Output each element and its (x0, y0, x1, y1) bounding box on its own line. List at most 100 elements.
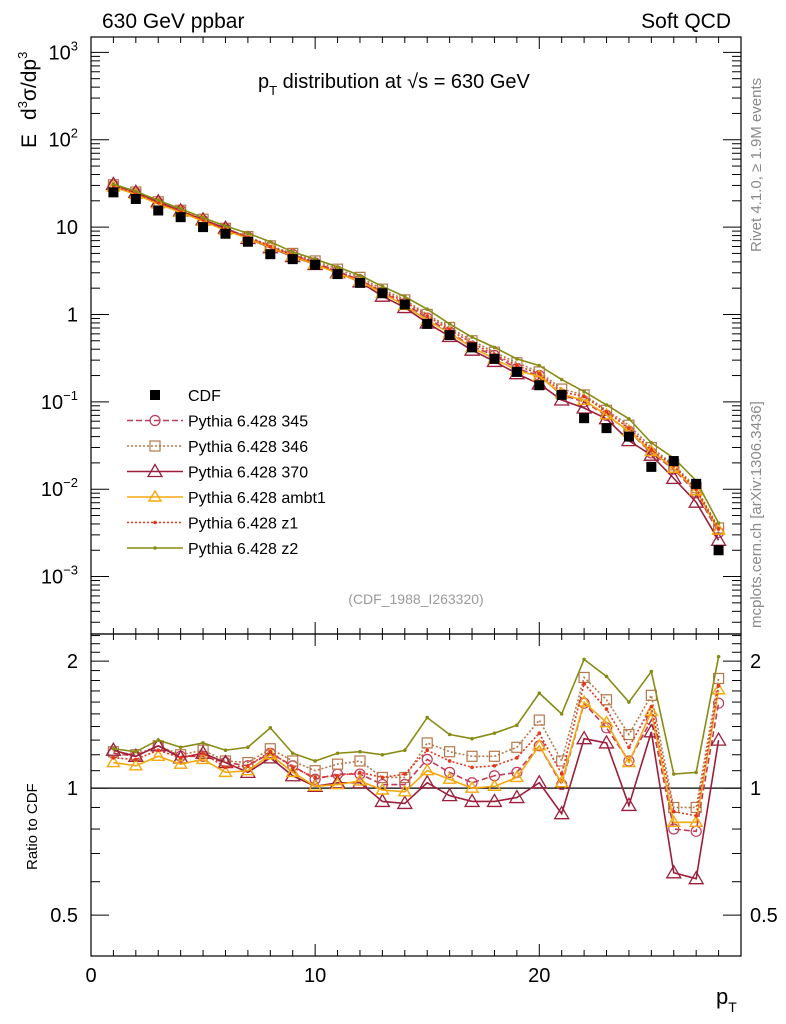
ratio-point (111, 756, 116, 760)
ratio-y-tick-label-right: 1 (750, 778, 761, 800)
ratio-point (492, 763, 497, 768)
legend-label: Pythia 6.428 370 (188, 465, 308, 482)
ratio-point (444, 766, 456, 778)
ratio-point (694, 770, 698, 775)
data-point (511, 366, 522, 377)
ratio-point (694, 813, 698, 818)
ratio-point (553, 805, 570, 820)
ratio-point (173, 756, 188, 769)
ratio-point (128, 758, 144, 771)
ratio-line (113, 675, 720, 809)
ratio-line (113, 701, 720, 833)
y-tick-label: 10−3 (41, 563, 78, 589)
ratio-point (194, 744, 212, 759)
x-tick-label: 20 (528, 965, 550, 987)
ratio-point (668, 823, 680, 835)
data-point (354, 277, 365, 288)
data-point (265, 249, 276, 260)
series-point (627, 416, 631, 421)
ratio-point (396, 795, 413, 810)
data-point (399, 299, 410, 310)
series-point (425, 314, 430, 318)
series-point (111, 182, 116, 186)
analysis-tag: (CDF_1988_I263320) (348, 591, 483, 607)
data-point (242, 236, 253, 247)
series-point (665, 470, 682, 485)
ratio-point (600, 694, 613, 706)
ratio-point (442, 771, 457, 784)
series-point (604, 403, 609, 407)
ratio-point (268, 726, 273, 730)
legend-label: Pythia 6.428 z2 (188, 541, 298, 558)
ratio-point (532, 738, 547, 751)
data-point (377, 288, 388, 299)
ratio-point (374, 793, 391, 808)
ratio-point (307, 778, 323, 792)
ratio-point (627, 700, 631, 704)
series-point (666, 460, 681, 473)
ratio-point (688, 814, 704, 827)
ratio-point (419, 763, 435, 776)
ratio-point (335, 751, 340, 756)
ratio-point (178, 756, 183, 760)
ratio-point (201, 751, 205, 756)
legend-marker (153, 546, 157, 550)
legend-label: Pythia 6.428 345 (188, 414, 308, 431)
series-point (627, 426, 631, 430)
ratio-point (688, 870, 705, 885)
ratio-point (447, 732, 452, 737)
ratio-y-tick-label: 2 (67, 651, 78, 673)
ratio-point (604, 674, 609, 679)
ratio-panel: 0 10 20 0.5 0.5 1 1 2 2 (50, 634, 778, 987)
ratio-point (665, 864, 682, 879)
x-axis-label: pT (716, 984, 737, 1015)
plot-title: pT distribution at √s = 630 GeV (258, 71, 531, 98)
ratio-point (246, 763, 250, 768)
ratio-point (487, 778, 502, 792)
ratio-point (492, 731, 497, 735)
series-point (201, 215, 205, 220)
rivet-version-label: Rivet 4.1.0, ≥ 1.9M events (748, 78, 765, 252)
category-title: Soft QCD (641, 10, 731, 33)
series-point (537, 363, 542, 368)
ratio-point (397, 784, 413, 797)
ratio-point (290, 765, 295, 770)
series-point (688, 493, 705, 508)
ratio-point (156, 748, 161, 753)
ratio-point (710, 731, 727, 746)
ratio-panel-frame (90, 633, 742, 957)
ratio-point (649, 704, 654, 709)
ratio-point (358, 770, 362, 775)
series-point (447, 322, 452, 326)
ratio-point (151, 748, 166, 761)
series-point (335, 265, 340, 269)
ratio-point (645, 689, 657, 701)
ratio-point (556, 755, 568, 767)
ratio-point (627, 745, 631, 750)
data-point (422, 318, 433, 329)
data-point (444, 330, 455, 341)
series-point (156, 198, 161, 203)
ratio-point (246, 745, 250, 750)
series-point (178, 207, 183, 211)
series-point (380, 284, 385, 289)
ratio-point (444, 746, 456, 758)
ratio-point (156, 738, 161, 742)
ratio-point (358, 749, 362, 754)
ratio-point (711, 682, 726, 695)
ratio-point (106, 755, 121, 768)
series-point (268, 244, 273, 249)
data-point (153, 205, 164, 216)
ratio-point (264, 743, 276, 755)
legend-label: Pythia 6.428 ambt1 (188, 490, 326, 507)
data-point (489, 353, 500, 364)
ratio-point (515, 756, 519, 760)
ratio-point (111, 746, 116, 751)
y-tick-label: 102 (49, 126, 78, 152)
legend-marker (146, 463, 164, 478)
ratio-point (441, 787, 458, 802)
ratio-point (716, 654, 721, 659)
ratio-point (375, 782, 390, 795)
data-point (220, 228, 231, 239)
ratio-point (331, 758, 344, 770)
